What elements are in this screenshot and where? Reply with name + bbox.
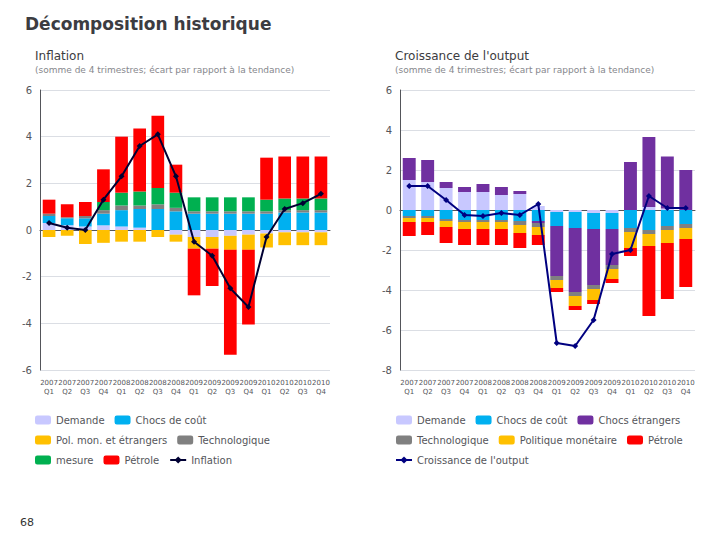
svg-text:0: 0 (386, 205, 392, 216)
svg-text:4: 4 (26, 131, 32, 142)
svg-text:Q4: Q4 (316, 388, 327, 396)
svg-text:Q3: Q3 (515, 388, 525, 396)
svg-text:68: 68 (20, 516, 34, 529)
svg-text:Q1: Q1 (117, 388, 127, 396)
svg-text:Q3: Q3 (153, 388, 163, 396)
svg-text:Q3: Q3 (80, 388, 90, 396)
svg-text:2010: 2010 (276, 379, 294, 387)
svg-text:Q2: Q2 (280, 388, 290, 396)
svg-text:Q1: Q1 (262, 388, 272, 396)
svg-text:0: 0 (26, 225, 32, 236)
svg-text:2009: 2009 (566, 379, 584, 387)
svg-text:Pétrole: Pétrole (648, 435, 683, 446)
svg-text:2009: 2009 (203, 379, 221, 387)
svg-text:2007: 2007 (437, 379, 455, 387)
svg-text:Q1: Q1 (44, 388, 54, 396)
svg-text:Q4: Q4 (533, 388, 544, 396)
svg-text:Q1: Q1 (404, 388, 414, 396)
svg-text:Technologique: Technologique (416, 435, 489, 446)
svg-text:Q3: Q3 (662, 388, 672, 396)
svg-text:2008: 2008 (474, 379, 492, 387)
svg-text:Q2: Q2 (570, 388, 580, 396)
svg-text:2: 2 (26, 178, 32, 189)
svg-text:2007: 2007 (419, 379, 437, 387)
svg-text:2008: 2008 (529, 379, 547, 387)
svg-text:-8: -8 (382, 365, 392, 376)
svg-text:2009: 2009 (240, 379, 258, 387)
svg-text:Q1: Q1 (625, 388, 635, 396)
svg-text:Politique monétaire: Politique monétaire (520, 435, 617, 446)
svg-text:-4: -4 (22, 318, 32, 329)
svg-text:(somme de 4 trimestres; écart: (somme de 4 trimestres; écart par rappor… (395, 65, 654, 75)
svg-text:2009: 2009 (548, 379, 566, 387)
svg-text:2007: 2007 (456, 379, 474, 387)
svg-text:6: 6 (26, 85, 32, 96)
svg-text:Demande: Demande (417, 415, 466, 426)
svg-text:mesure: mesure (56, 455, 94, 466)
svg-text:2010: 2010 (258, 379, 276, 387)
svg-text:2007: 2007 (95, 379, 113, 387)
svg-text:Q4: Q4 (171, 388, 182, 396)
svg-text:2: 2 (386, 165, 392, 176)
svg-text:-4: -4 (382, 285, 392, 296)
svg-text:2010: 2010 (658, 379, 676, 387)
svg-text:Pétrole: Pétrole (124, 455, 159, 466)
svg-text:Q4: Q4 (460, 388, 471, 396)
svg-text:Q1: Q1 (552, 388, 562, 396)
svg-text:Q3: Q3 (441, 388, 451, 396)
svg-text:Q1: Q1 (189, 388, 199, 396)
svg-text:Chocs étrangers: Chocs étrangers (598, 415, 680, 426)
svg-text:Technologique: Technologique (197, 435, 270, 446)
svg-text:2010: 2010 (677, 379, 695, 387)
svg-text:6: 6 (386, 85, 392, 96)
svg-text:Chocs de coût: Chocs de coût (497, 415, 568, 426)
svg-text:Inflation: Inflation (191, 455, 232, 466)
svg-text:-6: -6 (22, 365, 32, 376)
svg-text:Q4: Q4 (243, 388, 254, 396)
svg-text:2009: 2009 (185, 379, 203, 387)
svg-text:Q4: Q4 (98, 388, 109, 396)
svg-text:(somme de 4 trimestres; écart: (somme de 4 trimestres; écart par rappor… (35, 65, 294, 75)
svg-text:2008: 2008 (167, 379, 185, 387)
svg-text:2007: 2007 (40, 379, 58, 387)
svg-text:2010: 2010 (294, 379, 312, 387)
svg-text:Croissance de l'output: Croissance de l'output (417, 455, 529, 466)
svg-text:Pol. mon. et étrangers: Pol. mon. et étrangers (56, 435, 167, 446)
svg-text:Q1: Q1 (478, 388, 488, 396)
svg-text:Chocs de coût: Chocs de coût (136, 415, 207, 426)
svg-text:2007: 2007 (58, 379, 76, 387)
svg-text:2010: 2010 (312, 379, 330, 387)
svg-text:-2: -2 (22, 271, 32, 282)
svg-text:2007: 2007 (76, 379, 94, 387)
svg-text:Q3: Q3 (589, 388, 599, 396)
svg-text:2010: 2010 (622, 379, 640, 387)
svg-text:4: 4 (386, 125, 392, 136)
svg-text:Q3: Q3 (225, 388, 235, 396)
svg-text:Q2: Q2 (207, 388, 217, 396)
svg-text:2008: 2008 (149, 379, 167, 387)
svg-text:2009: 2009 (221, 379, 239, 387)
svg-text:-2: -2 (382, 245, 392, 256)
svg-text:Q2: Q2 (644, 388, 654, 396)
svg-text:2008: 2008 (131, 379, 149, 387)
svg-text:-6: -6 (382, 325, 392, 336)
svg-text:2009: 2009 (603, 379, 621, 387)
svg-text:Q2: Q2 (496, 388, 506, 396)
svg-text:Q4: Q4 (607, 388, 618, 396)
svg-text:2007: 2007 (400, 379, 418, 387)
svg-text:Q2: Q2 (62, 388, 72, 396)
svg-text:Q2: Q2 (423, 388, 433, 396)
svg-text:2010: 2010 (640, 379, 658, 387)
svg-text:Demande: Demande (56, 415, 105, 426)
svg-text:2008: 2008 (492, 379, 510, 387)
svg-text:Q4: Q4 (681, 388, 692, 396)
svg-text:Inflation: Inflation (35, 49, 84, 63)
svg-text:2008: 2008 (113, 379, 131, 387)
svg-text:Q2: Q2 (135, 388, 145, 396)
svg-text:Décomposition historique: Décomposition historique (25, 14, 271, 34)
svg-text:Croissance de l'output: Croissance de l'output (395, 49, 529, 63)
svg-text:Q3: Q3 (298, 388, 308, 396)
svg-text:2008: 2008 (511, 379, 529, 387)
svg-text:2009: 2009 (585, 379, 603, 387)
